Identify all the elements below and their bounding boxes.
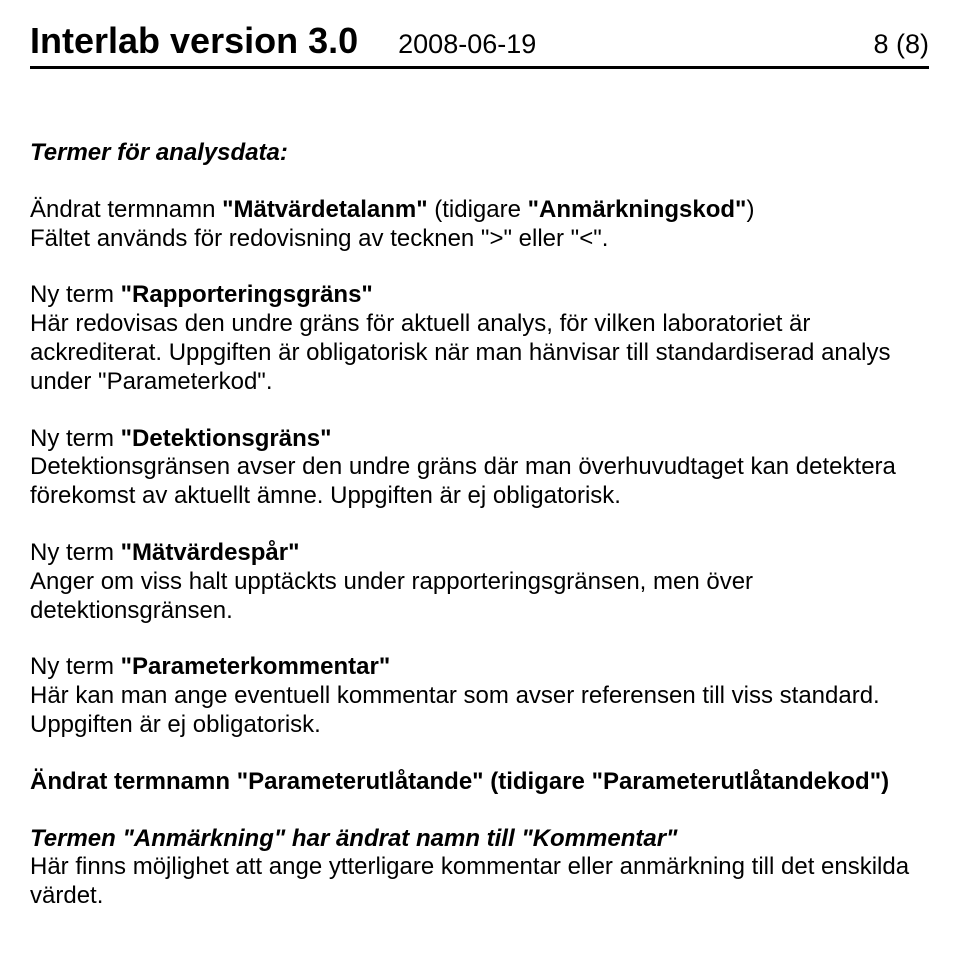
- page-number: 8 (8): [873, 29, 929, 60]
- document-title: Interlab version 3.0: [30, 20, 358, 62]
- s1-body: Fältet används för redovisning av teckne…: [30, 225, 608, 252]
- s5-body: Här kan man ange eventuell kommentar som…: [30, 682, 880, 738]
- s3-body: Detektionsgränsen avser den undre gräns …: [30, 453, 896, 509]
- s6-c: (tidigare: [484, 768, 592, 795]
- s2-heading-b: "Rapporteringsgräns": [121, 281, 373, 308]
- document-date: 2008-06-19: [398, 29, 873, 60]
- s4-heading-a: Ny term: [30, 539, 121, 566]
- section-7: Termen "Anmärkning" har ändrat namn till…: [30, 825, 929, 911]
- body-content: Termer för analysdata: Ändrat termnamn "…: [30, 139, 929, 911]
- s3-heading-a: Ny term: [30, 425, 121, 452]
- s7-heading-b: "Anmärkning": [122, 825, 285, 852]
- s7-heading-c: har ändrat namn till: [285, 825, 521, 852]
- s6-a: Ändrat termnamn: [30, 768, 237, 795]
- s4-body: Anger om viss halt upptäckts under rappo…: [30, 568, 753, 624]
- s6-d: "Parameterutlåtandekod": [592, 768, 882, 795]
- s1-suffix: ): [746, 196, 754, 223]
- section-3: Ny term "Detektionsgräns" Detektionsgrän…: [30, 425, 929, 511]
- s7-heading-a: Termen: [30, 825, 122, 852]
- s5-heading-b: "Parameterkommentar": [121, 653, 391, 680]
- s5-heading-a: Ny term: [30, 653, 121, 680]
- s3-heading-b: "Detektionsgräns": [121, 425, 332, 452]
- s2-heading-a: Ny term: [30, 281, 121, 308]
- s1-term-old: "Anmärkningskod": [528, 196, 747, 223]
- section-4: Ny term "Mätvärdespår" Anger om viss hal…: [30, 539, 929, 625]
- s6-e: ): [881, 768, 889, 795]
- header-rule: [30, 66, 929, 69]
- section-2: Ny term "Rapporteringsgräns" Här redovis…: [30, 281, 929, 396]
- s1-mid: (tidigare: [428, 196, 528, 223]
- s2-body: Här redovisas den undre gräns för aktuel…: [30, 310, 890, 395]
- s1-prefix: Ändrat termnamn: [30, 196, 222, 223]
- page: Interlab version 3.0 2008-06-19 8 (8) Te…: [0, 0, 959, 969]
- section-1: Ändrat termnamn "Mätvärdetalanm" (tidiga…: [30, 196, 929, 254]
- s7-heading-d: "Kommentar": [521, 825, 677, 852]
- section-5: Ny term "Parameterkommentar" Här kan man…: [30, 653, 929, 739]
- s7-body: Här finns möjlighet att ange ytterligare…: [30, 853, 909, 909]
- s6-b: "Parameterutlåtande": [237, 768, 484, 795]
- section-6: Ändrat termnamn "Parameterutlåtande" (ti…: [30, 768, 929, 797]
- intro-heading: Termer för analysdata:: [30, 139, 929, 168]
- header-row: Interlab version 3.0 2008-06-19 8 (8): [30, 20, 929, 62]
- s4-heading-b: "Mätvärdespår": [121, 539, 300, 566]
- s1-term-new: "Mätvärdetalanm": [222, 196, 428, 223]
